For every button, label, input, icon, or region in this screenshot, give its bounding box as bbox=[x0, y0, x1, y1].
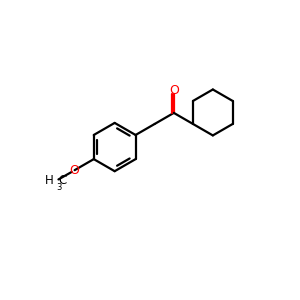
Text: O: O bbox=[169, 84, 179, 97]
Text: O: O bbox=[70, 164, 80, 177]
Text: H: H bbox=[45, 174, 54, 187]
Text: 3: 3 bbox=[56, 183, 62, 192]
Text: C: C bbox=[58, 174, 67, 187]
